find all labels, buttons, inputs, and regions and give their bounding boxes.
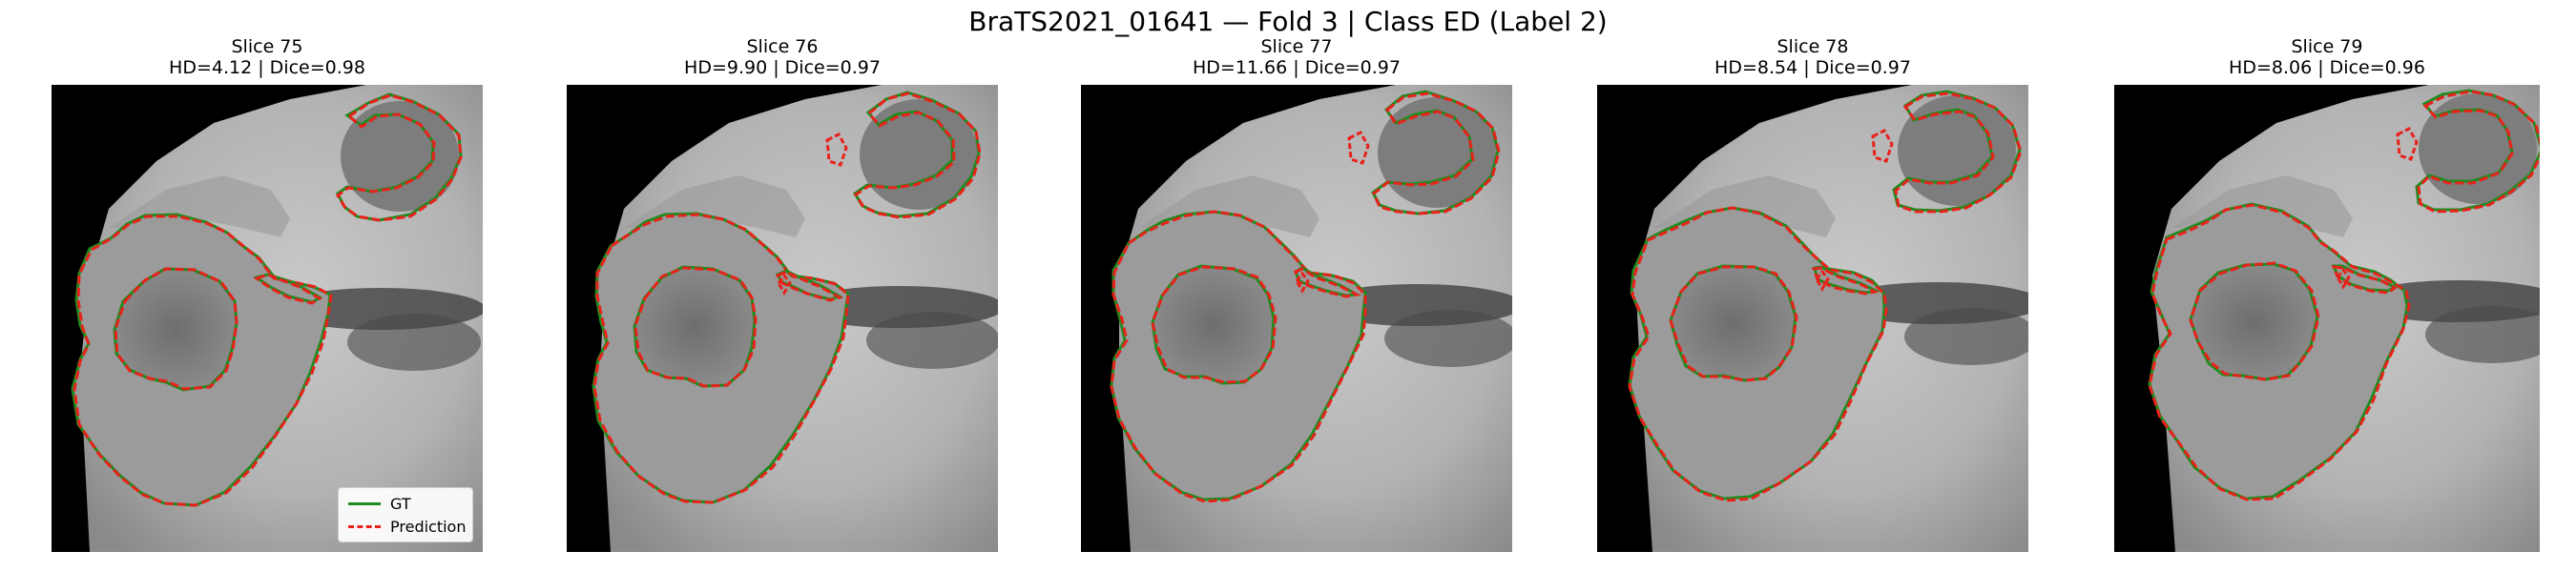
slice-title: Slice 75 bbox=[231, 36, 303, 57]
mri-slice-image: GT Prediction bbox=[52, 85, 483, 552]
slice-title: Slice 76 bbox=[746, 36, 819, 57]
slice-metrics: HD=8.06 | Dice=0.96 bbox=[2229, 57, 2425, 78]
mri-slice-image bbox=[2114, 85, 2540, 552]
figure-title: BraTS2021_01641 — Fold 3 | Class ED (Lab… bbox=[968, 6, 1608, 37]
mri-slice-image bbox=[1597, 85, 2028, 552]
slice-metrics: HD=4.12 | Dice=0.98 bbox=[169, 57, 365, 78]
slice-metrics: HD=8.54 | Dice=0.97 bbox=[1714, 57, 1911, 78]
slice-title: Slice 78 bbox=[1776, 36, 1849, 57]
slice-metrics: HD=11.66 | Dice=0.97 bbox=[1193, 57, 1401, 78]
slice-metrics: HD=9.90 | Dice=0.97 bbox=[684, 57, 881, 78]
mri-slice-image bbox=[567, 85, 998, 552]
slice-title: Slice 77 bbox=[1260, 36, 1333, 57]
legend-prediction-label: Prediction bbox=[390, 517, 467, 536]
prediction-line-swatch bbox=[348, 524, 381, 528]
legend-item-gt: GT bbox=[348, 493, 411, 514]
mri-slice-image bbox=[1081, 85, 1512, 552]
gt-line-swatch bbox=[348, 501, 381, 505]
slice-title: Slice 79 bbox=[2291, 36, 2363, 57]
legend: GT Prediction bbox=[338, 487, 473, 542]
legend-item-prediction: Prediction bbox=[348, 516, 466, 537]
legend-gt-label: GT bbox=[390, 494, 411, 513]
